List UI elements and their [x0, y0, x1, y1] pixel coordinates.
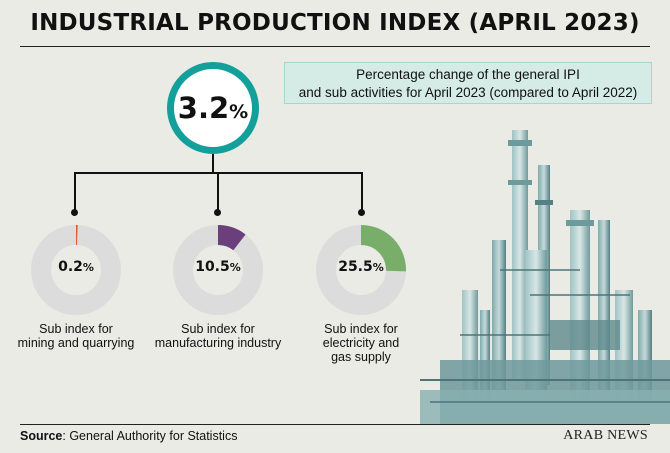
connector-dot-left — [71, 209, 78, 216]
label-mining-line-2: mining and quarrying — [17, 336, 135, 350]
description-box: Percentage change of the general IPI and… — [284, 62, 652, 104]
donut-electricity-value: 25.5% — [316, 259, 406, 275]
donut-mining: 0.2% — [31, 225, 121, 315]
connector-horizontal — [74, 172, 363, 174]
donut-electricity-arc — [360, 225, 406, 272]
donut-mining-chart — [31, 225, 121, 315]
source-text: : General Authority for Statistics — [62, 429, 238, 443]
mining-number: 0.2 — [58, 259, 83, 275]
donut-manufacturing-value: 10.5% — [173, 259, 263, 275]
manufacturing-unit: % — [229, 261, 241, 274]
general-ipi-unit: % — [229, 101, 249, 123]
source-label: Source — [20, 429, 63, 443]
brand-logo: ARAB NEWS — [563, 428, 648, 443]
label-mining: Sub index for mining and quarrying — [6, 322, 146, 350]
donut-manufacturing-arc — [217, 225, 246, 251]
industrial-plant-illustration — [420, 130, 670, 424]
label-electricity: Sub index for electricity and gas supply — [296, 322, 426, 364]
label-manufacturing-line-2: manufacturing industry — [154, 336, 282, 350]
connector-middle — [217, 172, 219, 212]
label-manufacturing: Sub index for manufacturing industry — [146, 322, 290, 350]
donut-electricity-chart — [316, 225, 406, 315]
page-title: INDUSTRIAL PRODUCTION INDEX (APRIL 2023) — [30, 10, 640, 36]
label-manufacturing-line-1: Sub index for — [181, 322, 255, 336]
donut-electricity: 25.5% — [316, 225, 406, 315]
label-mining-line-1: Sub index for — [39, 322, 113, 336]
label-electricity-line-3: gas supply — [331, 350, 391, 364]
footer-divider — [20, 424, 650, 425]
description-line-1: Percentage change of the general IPI — [356, 67, 580, 82]
general-ipi-value: 3.2% — [178, 91, 248, 125]
connector-dot-middle — [214, 209, 221, 216]
connector-stem — [212, 154, 214, 172]
description-line-2: and sub activities for April 2023 (compa… — [298, 85, 638, 100]
electricity-number: 25.5 — [338, 259, 373, 275]
donut-manufacturing: 10.5% — [173, 225, 263, 315]
mining-unit: % — [82, 261, 94, 274]
plant-towers — [420, 130, 670, 424]
label-electricity-line-2: electricity and — [322, 336, 400, 350]
label-electricity-line-1: Sub index for — [324, 322, 398, 336]
electricity-unit: % — [372, 261, 384, 274]
connector-left — [74, 172, 76, 212]
source-note: Source: General Authority for Statistics — [20, 429, 237, 443]
connector-dot-right — [358, 209, 365, 216]
title-divider — [20, 46, 650, 47]
donut-mining-value: 0.2% — [31, 259, 121, 275]
general-ipi-circle: 3.2% — [167, 62, 259, 154]
general-ipi-number: 3.2 — [177, 91, 230, 125]
manufacturing-number: 10.5 — [195, 259, 230, 275]
connector-right — [361, 172, 363, 212]
donut-manufacturing-chart — [173, 225, 263, 315]
